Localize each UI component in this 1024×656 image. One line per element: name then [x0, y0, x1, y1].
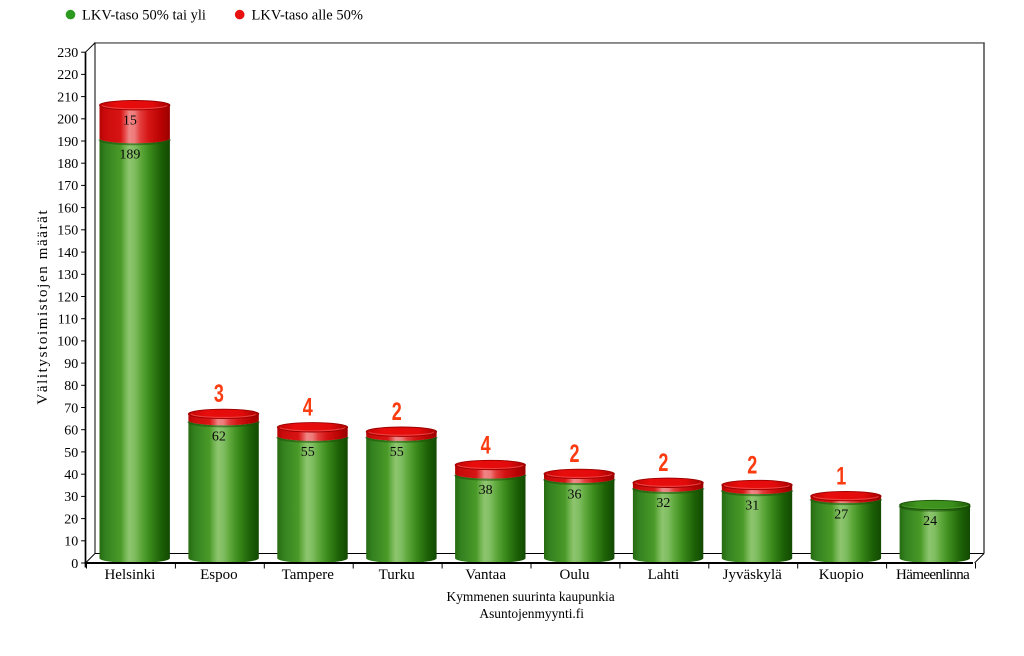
svg-text:Lahti: Lahti [648, 567, 680, 583]
svg-text:55: 55 [301, 445, 315, 460]
svg-text:38: 38 [479, 483, 493, 498]
svg-text:70: 70 [64, 401, 78, 416]
svg-text:55: 55 [390, 445, 404, 460]
svg-text:230: 230 [57, 46, 78, 61]
svg-text:Kymmenen suurinta kaupunkia: Kymmenen suurinta kaupunkia [447, 589, 615, 604]
svg-text:140: 140 [57, 246, 78, 261]
svg-text:LKV-taso 50% tai yli: LKV-taso 50% tai yli [82, 7, 206, 23]
svg-text:2: 2 [747, 450, 757, 479]
svg-text:100: 100 [57, 335, 78, 350]
svg-text:Vantaa: Vantaa [465, 567, 506, 583]
svg-text:3: 3 [214, 379, 224, 408]
svg-text:40: 40 [64, 468, 78, 483]
svg-text:LKV-taso alle 50%: LKV-taso alle 50% [252, 7, 363, 23]
svg-text:189: 189 [119, 148, 140, 163]
svg-text:62: 62 [212, 430, 226, 445]
svg-text:2: 2 [569, 439, 579, 468]
svg-text:Asuntojenmyynti.fi: Asuntojenmyynti.fi [479, 606, 584, 621]
svg-text:160: 160 [57, 201, 78, 216]
svg-text:110: 110 [58, 313, 78, 328]
svg-text:20: 20 [64, 512, 78, 527]
svg-text:50: 50 [64, 446, 78, 461]
svg-text:Helsinki: Helsinki [104, 567, 155, 583]
svg-text:Kuopio: Kuopio [819, 567, 864, 583]
svg-text:32: 32 [656, 496, 670, 511]
svg-text:60: 60 [64, 424, 78, 439]
svg-text:24: 24 [923, 514, 937, 529]
svg-text:31: 31 [745, 498, 759, 513]
svg-text:170: 170 [57, 179, 78, 194]
svg-text:190: 190 [57, 135, 78, 150]
svg-text:Espoo: Espoo [200, 567, 238, 583]
svg-text:90: 90 [64, 357, 78, 372]
svg-text:30: 30 [64, 490, 78, 505]
svg-text:15: 15 [123, 114, 137, 129]
svg-text:0: 0 [71, 557, 78, 572]
svg-text:200: 200 [57, 113, 78, 128]
svg-text:120: 120 [57, 290, 78, 305]
svg-text:Oulu: Oulu [560, 567, 591, 583]
svg-text:80: 80 [64, 379, 78, 394]
svg-text:Välitystoimistojen määrät: Välitystoimistojen määrät [35, 209, 51, 405]
svg-text:150: 150 [57, 224, 78, 239]
svg-text:130: 130 [57, 268, 78, 283]
svg-text:220: 220 [57, 68, 78, 83]
svg-text:Turku: Turku [379, 567, 416, 583]
svg-text:Jyväskylä: Jyväskylä [723, 567, 783, 583]
svg-text:1: 1 [836, 461, 846, 490]
svg-text:Hämeenlinna: Hämeenlinna [896, 567, 970, 583]
svg-text:27: 27 [834, 507, 848, 522]
svg-text:2: 2 [658, 448, 668, 477]
svg-text:4: 4 [481, 430, 491, 459]
svg-text:4: 4 [303, 393, 313, 422]
svg-text:2: 2 [392, 397, 402, 426]
svg-text:36: 36 [568, 487, 582, 502]
svg-text:10: 10 [64, 535, 78, 550]
svg-text:Tampere: Tampere [282, 567, 335, 583]
svg-text:180: 180 [57, 157, 78, 172]
svg-text:210: 210 [57, 90, 78, 105]
